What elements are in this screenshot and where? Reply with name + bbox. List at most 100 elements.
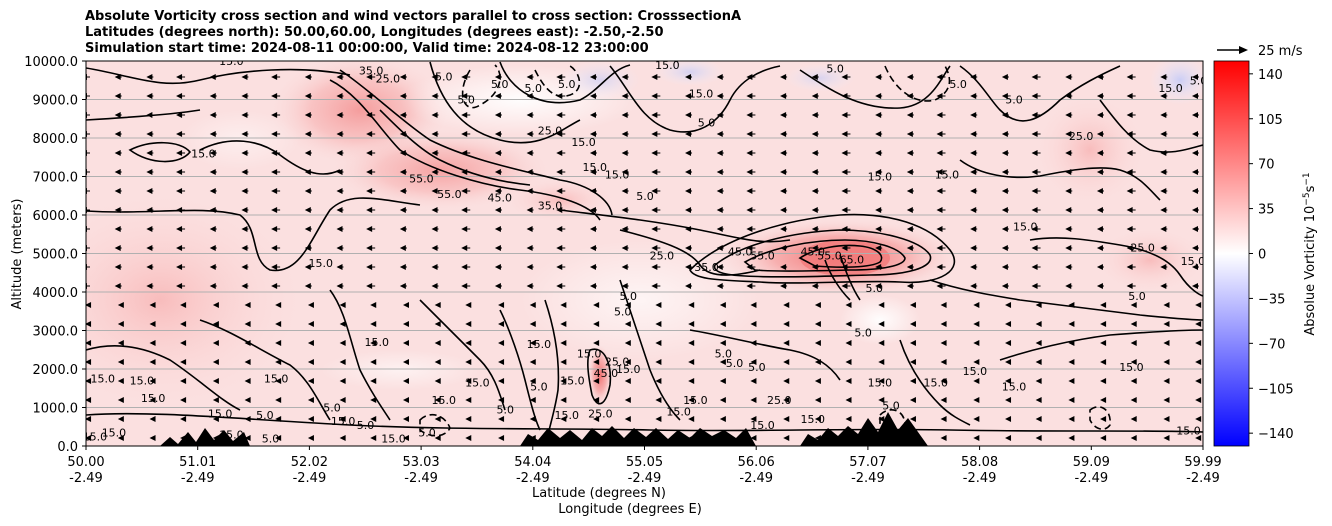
wind-vector [304,226,311,232]
wind-vector [621,74,628,80]
wind-vector [304,283,311,289]
wind-vector [750,359,757,365]
wind-vector [431,169,438,175]
wind-vector [814,378,821,384]
wind-vector [1035,435,1042,441]
contour-line [689,213,956,284]
contour-label: 15.0 [666,405,691,418]
wind-vector [366,93,373,99]
wind-vector [780,264,787,270]
wind-vector [117,416,124,422]
wind-vector [494,226,501,232]
wind-vector [719,302,726,308]
colorbar-tick-label: −105 [1258,382,1294,397]
wind-vector [1100,378,1107,384]
wind-vector [845,302,852,308]
wind-vector [336,150,343,156]
wind-vector [780,74,787,80]
wind-vector [906,207,913,213]
contour-line [329,289,391,421]
wind-vector [1001,188,1008,194]
contour-label: 15.0 [868,376,893,389]
wind-vector [1005,435,1012,441]
x-tick-label-lon: -2.49 [293,471,327,486]
x-tick-label-lat: 51.01 [179,455,216,470]
wind-vector [461,169,468,175]
contour-line [544,299,560,436]
wind-vector [940,378,947,384]
wind-vector [366,264,373,270]
wind-vector [1001,74,1008,80]
wind-vector [624,321,631,327]
wind-vector [212,340,219,346]
wind-vector [461,150,468,156]
wind-vector [149,321,156,327]
wind-vector [241,264,248,270]
contour-label: 45.0 [487,192,512,205]
wind-vector [845,397,852,403]
wind-vector [719,435,726,441]
wind-vector [244,302,251,308]
wind-vector [780,93,787,99]
wind-vector [1192,150,1198,156]
wind-vector [465,416,472,422]
contour-label: 15.0 [381,432,406,445]
wind-vector [1005,321,1012,327]
wind-vector [878,416,885,422]
wind-vector [589,112,596,118]
wind-vector [149,378,156,384]
wind-vector [1192,169,1198,175]
wind-vector [1001,283,1008,289]
wind-vector [494,245,501,251]
wind-vector [716,150,723,156]
wind-vector [526,226,533,232]
contour-line [559,209,791,243]
wind-vector [1096,207,1103,213]
contour-label: 5.0 [726,357,744,370]
wind-vector [621,283,628,289]
wind-vector [560,435,567,441]
wind-vector [593,435,600,441]
wind-vector [651,150,658,156]
wind-vector [841,283,848,289]
wind-vector [434,359,441,365]
wind-vector [814,302,821,308]
wind-vector [1192,74,1198,80]
wind-vector [621,264,628,270]
contour-line [86,345,241,411]
wind-vector [970,245,977,251]
wind-vector [780,150,787,156]
contour-label: 15.0 [924,376,949,389]
terrain-noise [160,412,928,446]
wind-vector [370,321,377,327]
contour-label: 15.0 [683,394,708,407]
wind-vector [1195,340,1202,346]
wind-vector [875,112,882,118]
y-tick-label: 8000.0 [33,132,79,147]
wind-vector [1192,226,1198,232]
wind-vector [973,397,980,403]
wind-vector [244,378,251,384]
wind-vector [1031,226,1038,232]
wind-vector [651,74,658,80]
wind-vector [1126,226,1133,232]
contour-label: 5.0 [826,63,844,76]
wind-vector [651,169,658,175]
wind-vector [906,188,913,194]
contour-line [419,413,451,437]
contour-label: 5.0 [1005,94,1023,107]
wind-vector [716,226,723,232]
wind-vector [431,112,438,118]
wind-vector [973,359,980,365]
wind-vector [461,226,468,232]
wind-vector [906,74,913,80]
wind-vector [940,340,947,346]
wind-vector [973,435,980,441]
contour-label: 15.0 [219,55,244,68]
wind-vector [176,245,183,251]
wind-vector [845,359,852,365]
y-axis-label: Altitude (meters) [10,199,25,310]
contour-label: 15.0 [91,373,116,386]
wind-vector [399,93,406,99]
wind-vector [1035,321,1042,327]
